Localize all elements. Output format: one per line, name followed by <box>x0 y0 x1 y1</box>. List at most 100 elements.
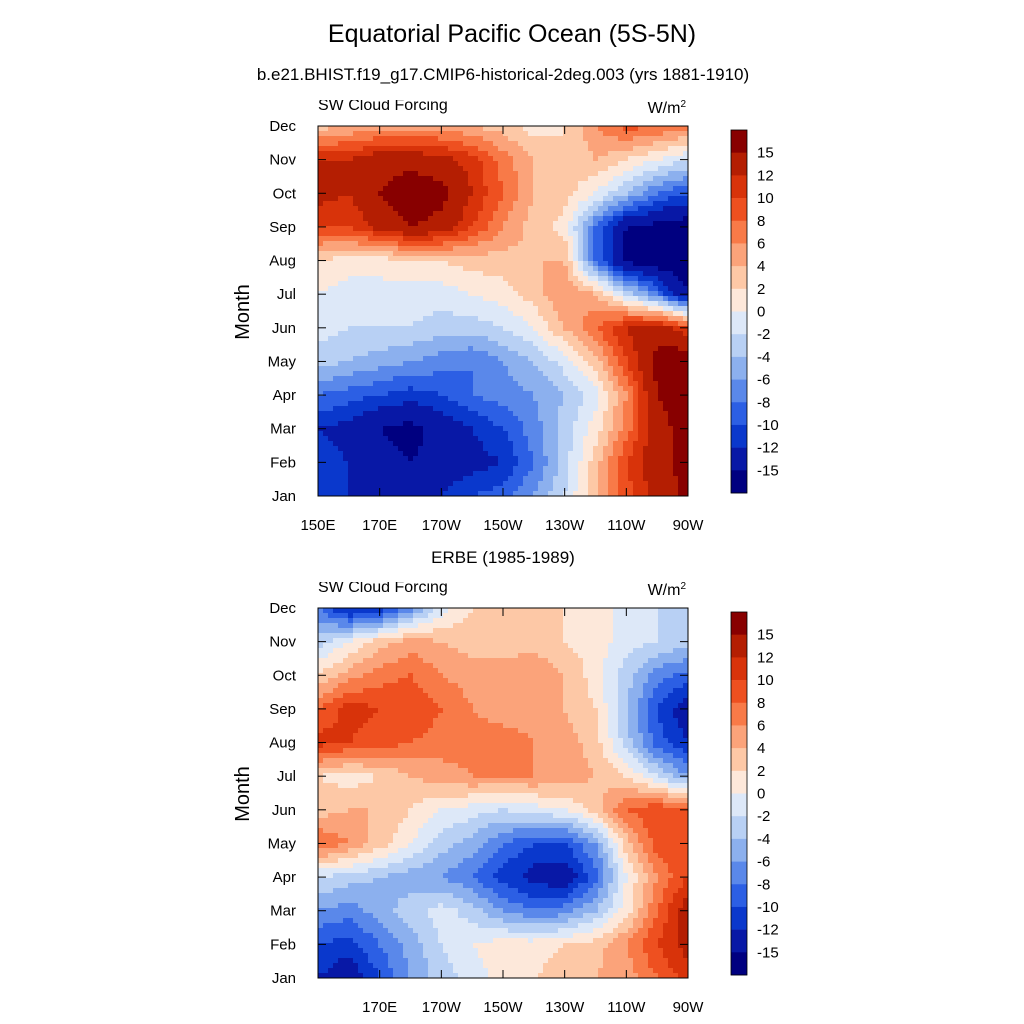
contour-cell <box>358 306 364 312</box>
contour-cell <box>383 271 389 277</box>
contour-cell <box>463 286 469 292</box>
contour-cell <box>623 251 629 257</box>
contour-cell <box>538 226 544 232</box>
contour-cell <box>443 336 449 342</box>
contour-cell <box>638 266 644 272</box>
contour-cell <box>498 326 504 332</box>
contour-cell <box>528 291 534 297</box>
contour-cell <box>338 211 344 217</box>
contour-cell <box>603 411 609 417</box>
contour-cell <box>373 291 379 297</box>
contour-cell <box>653 361 659 367</box>
contour-cell <box>353 371 359 377</box>
contour-cell <box>638 231 644 237</box>
contour-cell <box>518 281 524 287</box>
contour-cell <box>513 211 519 217</box>
contour-cell <box>648 261 654 267</box>
contour-cell <box>508 306 514 312</box>
contour-cell <box>653 376 659 382</box>
contour-cell <box>393 171 399 177</box>
contour-cell <box>568 211 574 217</box>
contour-cell <box>493 176 499 182</box>
contour-cell <box>538 366 544 372</box>
contour-cell <box>458 456 464 462</box>
contour-cell <box>613 286 619 292</box>
contour-cell <box>413 221 419 227</box>
contour-cell <box>338 401 344 407</box>
contour-cell <box>463 216 469 222</box>
contour-cell <box>518 151 524 157</box>
contour-cell <box>403 176 409 182</box>
contour-cell <box>548 171 554 177</box>
contour-cell <box>623 456 629 462</box>
contour-cell <box>453 436 459 442</box>
contour-cell <box>428 221 434 227</box>
contour-cell <box>578 311 584 317</box>
contour-cell <box>673 406 679 412</box>
contour-cell <box>458 276 464 282</box>
contour-cell <box>318 451 324 457</box>
contour-cell <box>578 421 584 427</box>
contour-cell <box>488 251 494 257</box>
contour-cell <box>593 251 599 257</box>
contour-cell <box>683 221 688 227</box>
contour-cell <box>518 366 524 372</box>
contour-cell <box>358 461 364 467</box>
contour-cell <box>528 241 534 247</box>
contour-cell <box>518 426 524 432</box>
contour-cell <box>383 156 389 162</box>
contour-cell <box>473 291 479 297</box>
contour-cell <box>423 351 429 357</box>
contour-cell <box>423 176 429 182</box>
contour-cell <box>458 181 464 187</box>
contour-cell <box>453 346 459 352</box>
contour-cell <box>543 346 549 352</box>
contour-cell <box>648 396 654 402</box>
contour-cell <box>438 216 444 222</box>
contour-cell <box>603 136 609 142</box>
contour-cell <box>463 196 469 202</box>
contour-cell <box>478 256 484 262</box>
contour-cell <box>543 386 549 392</box>
contour-cell <box>348 181 354 187</box>
contour-cell <box>603 281 609 287</box>
contour-cell <box>498 236 504 242</box>
contour-cell <box>638 456 644 462</box>
contour-cell <box>423 341 429 347</box>
contour-cell <box>433 216 439 222</box>
contour-cell <box>403 126 409 132</box>
contour-cell <box>478 396 484 402</box>
contour-cell <box>538 356 544 362</box>
contour-cell <box>433 311 439 317</box>
contour-cell <box>538 246 544 252</box>
contour-cell <box>333 401 339 407</box>
contour-cell <box>603 381 609 387</box>
contour-cell <box>393 341 399 347</box>
contour-cell <box>368 416 374 422</box>
contour-cell <box>498 421 504 427</box>
contour-cell <box>383 176 389 182</box>
contour-cell <box>663 351 669 357</box>
contour-cell <box>483 436 489 442</box>
contour-cell <box>608 376 614 382</box>
contour-cell <box>518 211 524 217</box>
contour-cell <box>648 371 654 377</box>
contour-cell <box>333 166 339 172</box>
contour-cell <box>338 416 344 422</box>
contour-cell <box>593 426 599 432</box>
contour-cell <box>418 406 424 412</box>
contour-cell <box>333 306 339 312</box>
contour-cell <box>683 326 688 332</box>
contour-cell <box>588 221 594 227</box>
contour-cell <box>378 361 384 367</box>
contour-cell <box>533 216 539 222</box>
contour-cell <box>648 241 654 247</box>
contour-cell <box>453 256 459 262</box>
contour-cell <box>668 286 674 292</box>
contour-cell <box>468 291 474 297</box>
contour-cell <box>378 336 384 342</box>
contour-cell <box>318 401 324 407</box>
contour-cell <box>438 241 444 247</box>
contour-cell <box>648 131 654 137</box>
contour-cell <box>553 186 559 192</box>
